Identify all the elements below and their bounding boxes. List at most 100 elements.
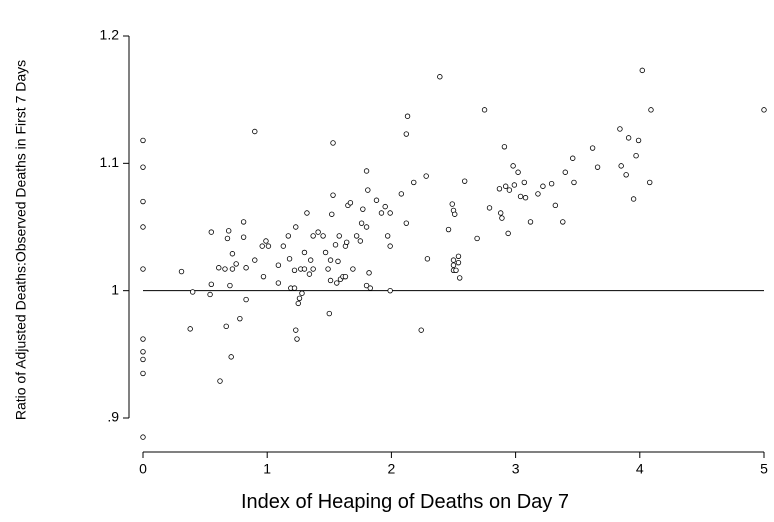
point xyxy=(623,172,629,178)
point xyxy=(521,179,527,186)
point xyxy=(306,271,313,277)
point xyxy=(455,259,462,266)
point xyxy=(334,280,340,286)
point xyxy=(291,285,298,291)
point xyxy=(140,266,146,272)
point xyxy=(293,224,299,230)
point xyxy=(560,219,566,225)
point xyxy=(320,233,326,239)
point xyxy=(327,277,334,284)
point xyxy=(216,265,222,271)
point xyxy=(423,173,429,179)
point xyxy=(367,285,373,291)
point xyxy=(570,155,576,161)
point xyxy=(522,195,529,201)
point xyxy=(761,107,767,113)
point xyxy=(207,291,213,298)
point xyxy=(304,210,310,216)
point xyxy=(510,163,516,169)
point xyxy=(240,219,247,225)
point xyxy=(228,354,234,360)
point xyxy=(497,210,504,216)
point xyxy=(233,261,239,267)
point xyxy=(243,265,249,271)
point xyxy=(562,169,568,175)
point xyxy=(217,378,223,384)
point xyxy=(363,168,370,174)
x-tick-label: 1 xyxy=(263,461,271,477)
point xyxy=(365,187,371,193)
point xyxy=(315,229,321,235)
point xyxy=(140,434,146,440)
point xyxy=(240,234,247,240)
point xyxy=(140,224,146,230)
point xyxy=(285,233,292,239)
point xyxy=(474,235,480,242)
point xyxy=(452,211,458,217)
x-tick-label: 2 xyxy=(388,461,396,477)
point xyxy=(187,326,193,332)
point xyxy=(378,210,385,216)
point xyxy=(450,262,457,268)
point xyxy=(301,249,308,256)
point xyxy=(299,290,305,296)
point xyxy=(208,281,215,287)
point xyxy=(223,323,229,330)
point xyxy=(449,201,455,207)
point xyxy=(501,144,508,150)
point xyxy=(208,229,215,235)
point xyxy=(496,186,503,192)
point xyxy=(505,230,511,237)
point xyxy=(357,238,364,244)
point xyxy=(511,182,518,188)
point xyxy=(275,280,282,286)
point xyxy=(398,191,405,197)
point xyxy=(330,140,336,146)
point xyxy=(445,226,452,233)
point xyxy=(343,239,350,245)
point xyxy=(291,267,298,273)
point xyxy=(265,243,272,249)
y-tick-label: 1.1 xyxy=(100,154,120,170)
point xyxy=(259,243,265,249)
point xyxy=(387,210,393,216)
point xyxy=(353,233,360,239)
point xyxy=(252,257,258,263)
point xyxy=(635,137,642,144)
point xyxy=(332,242,339,248)
point xyxy=(387,287,393,294)
point xyxy=(140,137,146,144)
point xyxy=(373,197,380,203)
point xyxy=(411,179,417,186)
point xyxy=(358,220,365,226)
point xyxy=(630,196,637,202)
point xyxy=(140,349,146,355)
point xyxy=(350,266,356,272)
point xyxy=(336,233,342,239)
point xyxy=(461,178,468,184)
point xyxy=(301,266,308,272)
point xyxy=(499,215,505,221)
point xyxy=(384,233,391,239)
x-tick-label: 3 xyxy=(512,461,520,477)
point xyxy=(517,193,524,200)
point xyxy=(506,187,513,193)
point xyxy=(366,270,372,276)
point xyxy=(450,257,457,263)
point xyxy=(322,249,329,256)
point xyxy=(260,273,267,280)
point xyxy=(618,163,624,169)
point xyxy=(540,183,546,189)
point xyxy=(363,224,370,230)
point xyxy=(552,202,559,209)
point xyxy=(347,200,354,206)
point xyxy=(275,262,282,268)
y-axis-label: Ratio of Adjusted Deaths:Observed Deaths… xyxy=(13,60,29,420)
point xyxy=(648,107,654,113)
point xyxy=(293,327,299,333)
point xyxy=(455,253,462,259)
point xyxy=(589,145,596,151)
point xyxy=(327,257,334,263)
point xyxy=(594,164,601,170)
